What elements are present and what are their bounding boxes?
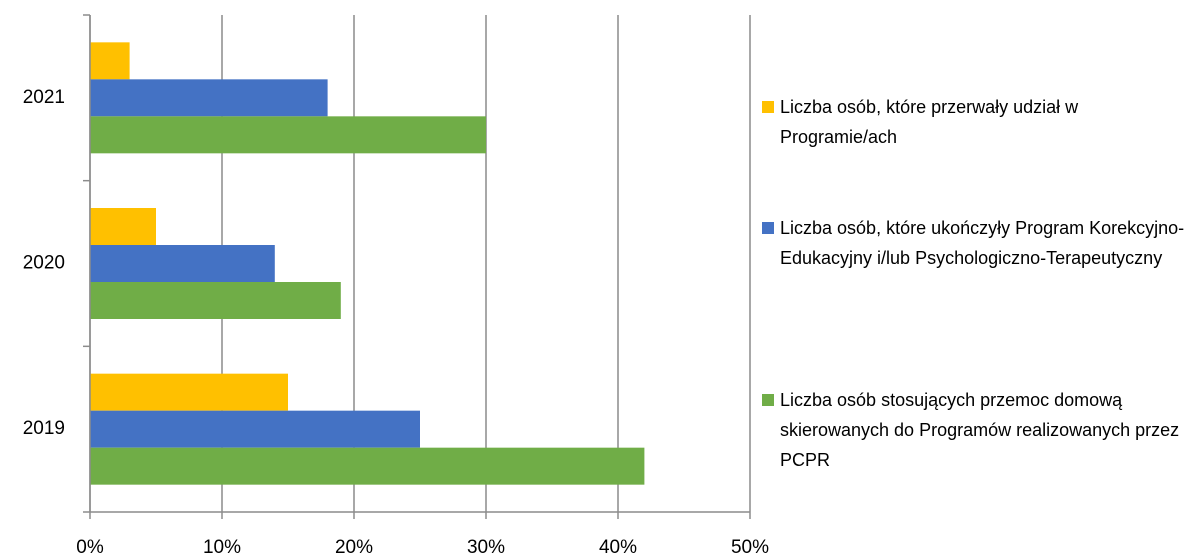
legend-item: Liczba osób, które przerwały udział w Pr… xyxy=(762,92,1190,152)
y-tick-label: 2021 xyxy=(23,87,65,108)
bar xyxy=(90,42,130,80)
bar xyxy=(90,410,420,448)
x-tick-label: 30% xyxy=(467,537,505,556)
bar xyxy=(90,208,156,246)
legend-label: Liczba osób stosujących przemoc domową s… xyxy=(780,390,1180,470)
legend-label: Liczba osób, które przerwały udział w Pr… xyxy=(780,97,1079,147)
bar xyxy=(90,245,275,282)
x-tick-label: 20% xyxy=(335,537,373,556)
legend-swatch xyxy=(762,101,774,113)
legend-swatch xyxy=(762,222,774,234)
x-tick-label: 10% xyxy=(203,537,241,556)
legend-item: Liczba osób, które ukończyły Program Kor… xyxy=(762,213,1190,273)
bar xyxy=(90,373,288,411)
legend-label: Liczba osób, które ukończyły Program Kor… xyxy=(780,218,1185,268)
bar xyxy=(90,281,341,319)
x-tick-label: 0% xyxy=(76,537,104,556)
legend-item: Liczba osób stosujących przemoc domową s… xyxy=(762,385,1190,475)
bar xyxy=(90,116,486,154)
bar xyxy=(90,79,328,117)
legend-swatch xyxy=(762,394,774,406)
x-tick-label: 40% xyxy=(599,537,637,556)
y-tick-label: 2019 xyxy=(23,418,65,439)
x-tick-label: 50% xyxy=(731,537,769,556)
bar xyxy=(90,447,645,485)
y-tick-label: 2020 xyxy=(23,253,65,274)
